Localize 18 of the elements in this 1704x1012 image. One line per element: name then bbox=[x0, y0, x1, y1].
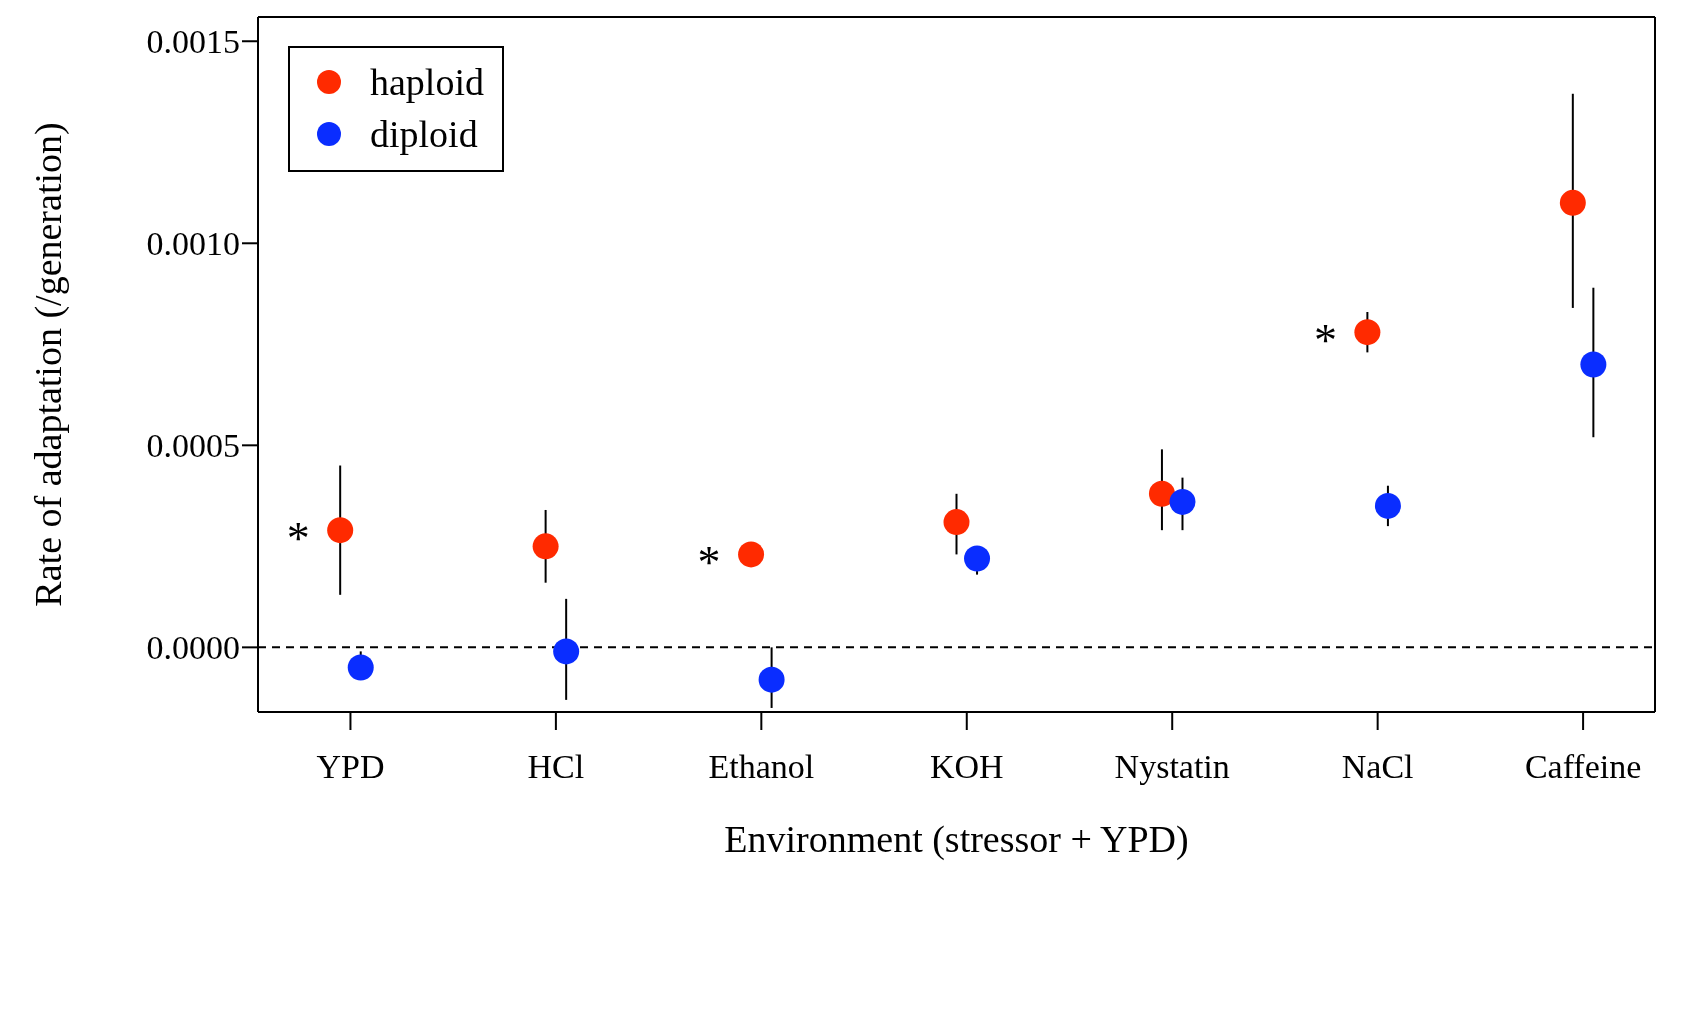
y-tick-label: 0.0005 bbox=[146, 427, 240, 465]
x-tick-label: YPD bbox=[316, 748, 385, 786]
x-tick-label: Caffeine bbox=[1524, 748, 1642, 786]
y-tick-label: 0.0000 bbox=[146, 629, 240, 667]
x-tick-label: KOH bbox=[929, 748, 1004, 786]
y-axis-title: Rate of adaptation (/generation) bbox=[27, 122, 71, 607]
y-tick-label: 0.0010 bbox=[146, 225, 240, 263]
legend-label: haploid bbox=[369, 60, 484, 105]
x-tick-label: HCl bbox=[527, 748, 585, 786]
x-tick-label: Ethanol bbox=[708, 748, 815, 786]
data-label: * bbox=[286, 513, 310, 565]
x-tick-label: NaCl bbox=[1341, 748, 1414, 786]
data-label: * bbox=[1313, 315, 1337, 367]
y-tick-label: 0.0015 bbox=[146, 23, 240, 61]
legend-label: diploid bbox=[369, 112, 479, 157]
x-axis-title: Environment (stressor + YPD) bbox=[724, 818, 1189, 861]
x-tick-label: Nystatin bbox=[1114, 748, 1230, 786]
data-label: * bbox=[697, 537, 721, 589]
